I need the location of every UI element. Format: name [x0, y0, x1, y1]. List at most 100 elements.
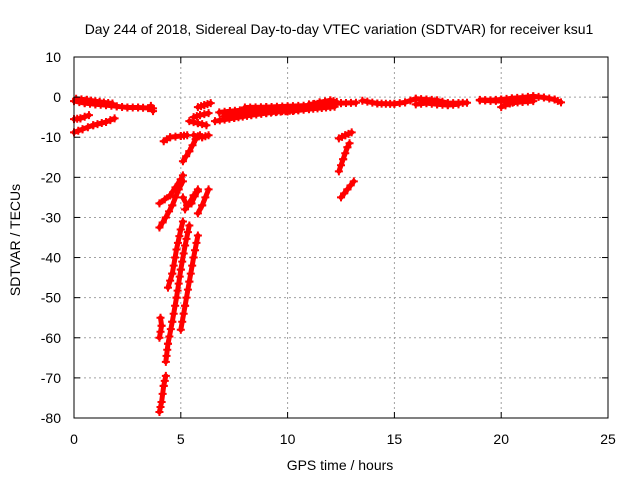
- data-point: [529, 97, 538, 106]
- data-point: [155, 333, 164, 342]
- y-tick-label: 10: [45, 49, 61, 65]
- y-tick-label: -30: [41, 209, 61, 225]
- data-point: [156, 313, 165, 322]
- data-point: [161, 371, 170, 380]
- data-point: [155, 199, 164, 208]
- data-point: [166, 325, 175, 334]
- data-point: [74, 126, 83, 135]
- y-tick-label: -70: [41, 370, 61, 386]
- data-point: [198, 120, 207, 129]
- chart-title: Day 244 of 2018, Sidereal Day-to-day VTE…: [85, 21, 594, 37]
- data-point: [179, 249, 188, 258]
- data-point: [84, 111, 93, 120]
- data-point: [172, 245, 181, 254]
- data-point: [76, 114, 85, 123]
- data-point: [171, 301, 180, 310]
- data-point: [97, 119, 106, 128]
- data-point: [169, 309, 178, 318]
- data-point: [343, 143, 352, 152]
- data-point: [108, 99, 117, 108]
- y-tick-label: -40: [41, 250, 61, 266]
- data-point: [189, 131, 198, 140]
- data-point: [155, 223, 164, 232]
- data-point: [183, 285, 192, 294]
- data-point: [156, 402, 165, 411]
- data-point: [102, 117, 111, 126]
- data-point: [188, 141, 197, 150]
- data-point: [185, 117, 194, 126]
- data-point: [193, 132, 202, 141]
- data-point: [345, 139, 354, 148]
- data-point: [160, 376, 169, 385]
- data-point: [172, 293, 181, 302]
- data-point: [346, 181, 355, 190]
- data-point: [351, 98, 360, 107]
- data-point: [176, 325, 185, 334]
- data-point: [156, 327, 165, 336]
- data-point: [178, 217, 187, 226]
- data-point: [168, 269, 177, 278]
- data-point: [454, 100, 463, 109]
- data-point: [545, 94, 554, 103]
- data-point: [165, 332, 174, 341]
- data-point: [181, 301, 190, 310]
- data-point: [557, 98, 566, 107]
- data-point: [201, 193, 210, 202]
- data-point: [337, 193, 345, 202]
- data-point: [89, 121, 98, 130]
- y-tick-label: -50: [41, 290, 61, 306]
- data-point: [185, 199, 194, 208]
- data-point: [171, 193, 180, 202]
- data-point: [182, 152, 191, 161]
- data-point: [343, 185, 352, 194]
- data-point: [193, 187, 202, 196]
- data-point: [192, 238, 201, 247]
- data-point: [181, 205, 190, 214]
- data-point: [93, 120, 102, 129]
- data-point: [206, 99, 215, 108]
- data-point: [183, 228, 192, 237]
- satellite-track: [182, 188, 201, 212]
- data-point: [78, 125, 87, 134]
- y-tick-label: -60: [41, 330, 61, 346]
- x-axis-label: GPS time / hours: [287, 457, 394, 473]
- data-point: [163, 283, 172, 292]
- data-point: [539, 93, 548, 102]
- data-point: [337, 161, 345, 170]
- y-tick-label: -10: [41, 129, 61, 145]
- data-point: [169, 261, 178, 270]
- data-point: [182, 234, 191, 243]
- data-point: [463, 98, 472, 107]
- data-point: [175, 232, 184, 241]
- data-point: [401, 98, 410, 107]
- data-point: [171, 253, 180, 262]
- data-point: [178, 157, 187, 166]
- plot-frame: [73, 56, 609, 419]
- data-point: [341, 149, 350, 158]
- data-point: [200, 110, 209, 119]
- data-point: [181, 241, 190, 250]
- y-tick-labels: 10 0 -10 -20 -30 -40 -50 -60 -70 -80: [41, 49, 61, 426]
- data-point: [159, 381, 168, 390]
- x-tick-label: 5: [177, 431, 185, 447]
- data-point: [185, 221, 194, 230]
- data-point: [173, 238, 182, 247]
- data-point: [149, 107, 158, 116]
- data-point: [186, 269, 195, 278]
- data-point: [497, 103, 506, 112]
- data-point: [204, 131, 213, 140]
- data-point: [189, 253, 198, 262]
- data-point: [406, 96, 415, 105]
- y-tick-label: 0: [53, 89, 61, 105]
- data-point: [83, 123, 92, 132]
- data-points: [70, 92, 566, 416]
- data-point: [182, 293, 191, 302]
- data-point: [176, 225, 185, 234]
- data-point: [189, 191, 198, 200]
- data-point: [160, 195, 169, 204]
- axis-ticks: [73, 56, 609, 419]
- y-axis-label: SDTVAR / TECUs: [7, 184, 23, 296]
- x-tick-label: 15: [387, 431, 403, 447]
- x-tick-label: 20: [493, 431, 509, 447]
